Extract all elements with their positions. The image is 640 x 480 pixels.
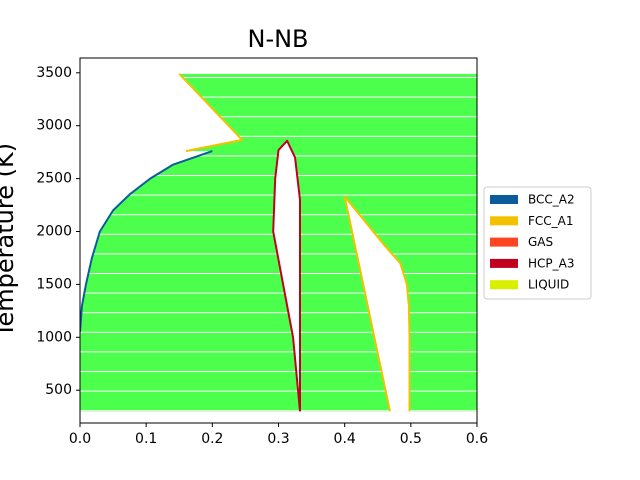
x-tick-label: 0.6: [466, 431, 488, 447]
y-tick-label: 1000: [36, 329, 72, 345]
phase-boundary: [178, 73, 411, 412]
lines: [80, 73, 411, 412]
y-tick-label: 3000: [36, 118, 72, 134]
phase-region: [344, 196, 410, 412]
phase-boundary: [80, 150, 213, 333]
legend-label: HCP_A3: [528, 256, 574, 270]
legend-label: GAS: [528, 235, 553, 249]
legend-swatch: [490, 258, 518, 268]
legend: BCC_A2 FCC_A1 GAS HCP_A3 LIQUID: [483, 186, 592, 300]
y-tick-label: 500: [45, 382, 72, 398]
x-tick-label: 0.3: [267, 431, 289, 447]
y-tick-label: 1500: [36, 276, 72, 292]
chart-title: N-NB: [247, 25, 308, 53]
y-tick-label: 2500: [36, 171, 72, 187]
legend-swatch: [490, 237, 518, 247]
legend-swatch: [490, 195, 518, 204]
x-tick-label: 0.4: [334, 431, 356, 447]
legend-label: FCC_A1: [528, 214, 574, 228]
y-axis-label: Temperature (K): [0, 143, 19, 338]
legend-frame: [483, 186, 592, 300]
phase-boundary: [272, 139, 302, 412]
regions: [80, 73, 477, 412]
x-tick-label: 0.1: [135, 431, 157, 447]
legend-label: BCC_A2: [528, 193, 575, 207]
y-tick-label: 2000: [36, 224, 72, 240]
x-tick-label: 0.5: [400, 431, 422, 447]
legend-swatch: [490, 280, 518, 290]
y-tick-label: 3500: [36, 65, 72, 81]
legend-label: LIQUID: [528, 278, 569, 292]
x-tick-label: 0.0: [69, 431, 91, 447]
legend-swatch: [490, 216, 518, 226]
x-tick-label: 0.2: [201, 431, 223, 447]
phase-region: [273, 140, 301, 412]
x-axis-label: X(N): [251, 477, 304, 480]
